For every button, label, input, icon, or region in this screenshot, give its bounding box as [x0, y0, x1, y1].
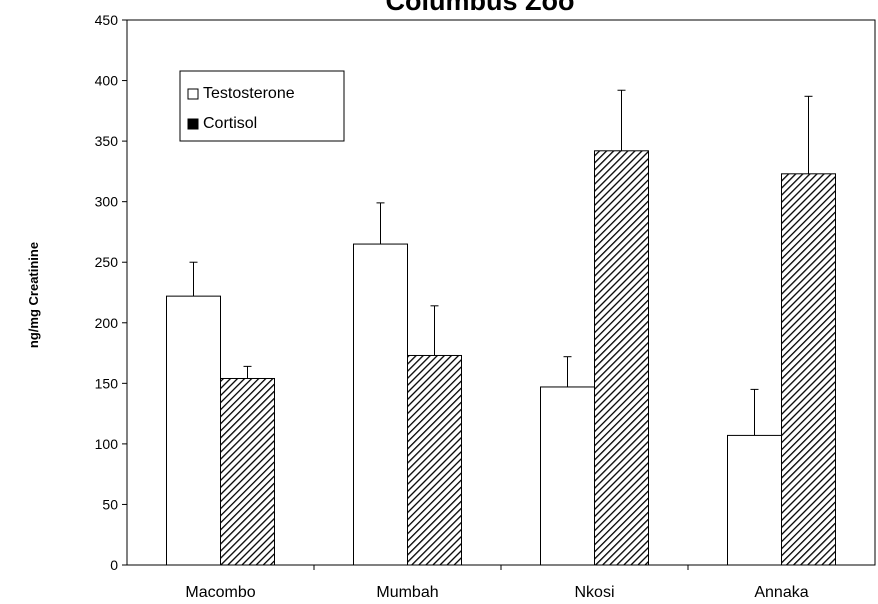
- legend-swatch-cortisol: [187, 118, 199, 130]
- legend-label-cortisol: Cortisol: [203, 115, 257, 132]
- bar-cortisol-macombo: [220, 377, 275, 566]
- x-tick-label: Macombo: [185, 584, 255, 601]
- y-axis: 0 50 100 150 200 250 300 350 400 450: [95, 12, 127, 573]
- y-tick-label: 400: [95, 73, 119, 89]
- bar-testosterone-nkosi: [540, 386, 595, 566]
- y-tick-label: 300: [95, 194, 119, 210]
- y-tick-label: 0: [110, 557, 118, 573]
- x-tick-label: Nkosi: [574, 584, 614, 601]
- legend: Testosterone Cortisol: [179, 70, 345, 142]
- y-tick-label: 150: [95, 375, 119, 391]
- bar-cortisol-annaka: [781, 173, 836, 566]
- y-tick-label: 200: [95, 315, 119, 331]
- bar-cortisol-nkosi: [594, 150, 649, 566]
- chart-title: Columbus Zoo: [386, 0, 575, 16]
- y-tick-label: 450: [95, 12, 119, 28]
- bars: [166, 89, 836, 566]
- bar-cortisol-mumbah: [407, 354, 462, 566]
- y-tick-label: 350: [95, 133, 119, 149]
- x-axis: Macombo Mumbah Nkosi Annaka: [185, 565, 809, 601]
- bar-testosterone-macombo: [166, 295, 221, 566]
- y-tick-label: 100: [95, 436, 119, 452]
- bar-testosterone-annaka: [727, 434, 782, 566]
- y-tick-label: 50: [102, 496, 118, 512]
- bar-testosterone-mumbah: [353, 243, 408, 566]
- legend-frame: [179, 70, 345, 142]
- x-tick-label: Annaka: [754, 584, 808, 601]
- legend-label-testosterone: Testosterone: [203, 85, 295, 102]
- y-axis-label: ng/mg Creatinine: [26, 242, 41, 348]
- legend-swatch-testosterone: [187, 88, 199, 100]
- y-tick-label: 250: [95, 254, 119, 270]
- x-tick-label: Mumbah: [376, 584, 438, 601]
